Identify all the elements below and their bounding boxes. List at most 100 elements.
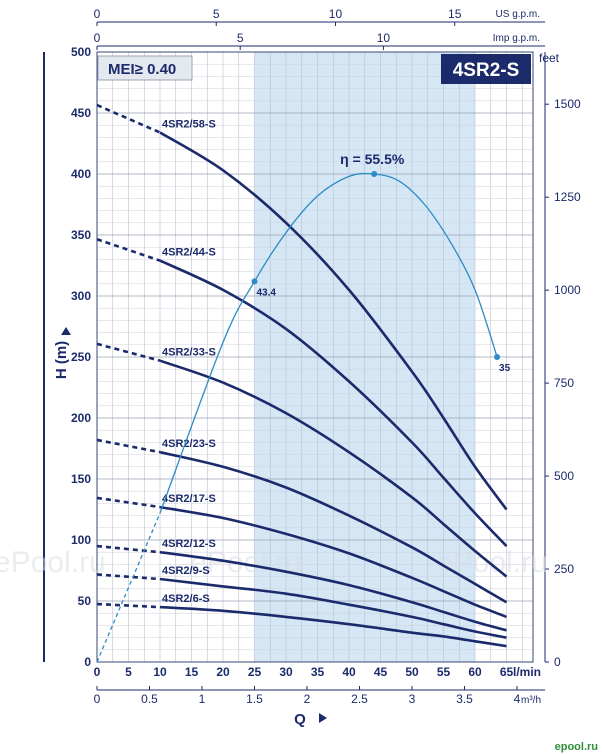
y-axis-arrow-icon: [61, 327, 71, 335]
curve-line: [159, 259, 508, 547]
watermark-1: ePool.ru: [0, 546, 106, 579]
efficiency-point: [371, 171, 378, 177]
curve-dashed-segment: [96, 342, 161, 362]
curve-dashed-segment: [96, 496, 161, 509]
plot-frame: [96, 51, 534, 663]
x-tick-label: 40: [342, 665, 356, 679]
right-tick-label: 1000: [554, 283, 581, 297]
y-tick-label: 0: [84, 655, 91, 669]
curve-line: [159, 505, 507, 619]
curve-dashed-segment: [96, 438, 161, 454]
y-tick-label: 400: [71, 167, 91, 181]
model-badge-box: [441, 54, 531, 84]
m3h-tick-label: 3.5: [456, 692, 473, 706]
efficiency-curve-group: 43.4 35 η = 55.5%: [96, 151, 511, 663]
curve-line: [159, 359, 508, 578]
m3h-tick-label: 0.5: [141, 692, 158, 706]
x-tick-label: 55: [437, 665, 451, 679]
curve-dashed-segment: [96, 238, 161, 262]
efficiency-point-label: 43.4: [257, 287, 277, 298]
y-tick-label: 50: [78, 594, 92, 608]
right-tick-label: 750: [554, 376, 574, 390]
pump-curve-4sr2-23-s: 4SR2/23-S: [96, 438, 508, 604]
right-tick-label: 500: [554, 469, 574, 483]
x-tick-label: 35: [311, 665, 325, 679]
model-badge: 4SR2-S: [453, 60, 520, 81]
efficiency-curve: [159, 172, 498, 514]
x-tick-label: 65: [500, 665, 514, 679]
curve-line: [159, 605, 507, 648]
top-axis-imp-ticks: 0 5 10: [94, 31, 390, 50]
y-tick-label: 100: [71, 533, 91, 547]
efficiency-dashed-segment: [96, 512, 161, 663]
pump-curves: 4SR2/58-S 4SR2/44-S 4SR2/33-S 4SR2/23-S 4SR2…: [96, 103, 508, 648]
curve-dashed-segment: [96, 544, 161, 554]
us-tick-label: 10: [329, 7, 343, 21]
curve-dashed-segment: [96, 602, 161, 609]
watermark-2: ePool.ru: [190, 546, 302, 579]
m3h-tick-label: 2: [304, 692, 311, 706]
x-axis-lmin-ticks: 0 5 10 15 20 25 30 35 40 45 50 55 60 65: [94, 665, 514, 679]
y-tick-label: 350: [71, 228, 91, 242]
right-axis-feet-ticks: 0 250 500 750 1000 1250 1500: [545, 97, 581, 669]
m3h-tick-label: 0: [94, 692, 101, 706]
x-tick-label: 20: [216, 665, 230, 679]
pump-curve-4sr2-6-s: 4SR2/6-S: [96, 593, 507, 648]
y-tick-label: 300: [71, 289, 91, 303]
top-axis-imp-unit: Imp g.p.m.: [493, 33, 540, 44]
y-tick-label: 500: [71, 45, 91, 59]
right-tick-label: 0: [554, 655, 561, 669]
top-axis-us-unit: US g.p.m.: [496, 9, 540, 20]
top-axis-us-ticks: 0 5 10 15: [94, 7, 462, 26]
pump-curve-4sr2-58-s: 4SR2/58-S: [96, 103, 508, 511]
pump-curve-4sr2-9-s: 4SR2/9-S: [96, 565, 507, 639]
curve-line: [159, 577, 507, 639]
imp-tick-label: 0: [94, 31, 101, 45]
right-tick-label: 1250: [554, 190, 581, 204]
curve-label: 4SR2/17-S: [162, 493, 216, 505]
efficiency-point: [251, 278, 258, 285]
us-tick-label: 0: [94, 7, 101, 21]
mei-badge-box: [97, 55, 193, 81]
right-tick-label: 1500: [554, 97, 581, 111]
m3h-tick-label: 1.5: [246, 692, 263, 706]
curve-label: 4SR2/12-S: [162, 538, 216, 550]
x-axis-title: Q: [294, 711, 306, 728]
curve-dashed-segment: [96, 573, 161, 581]
x-tick-label: 25: [248, 665, 262, 679]
x-axis-arrow-icon: [319, 713, 327, 723]
watermark-3: ePool.ru: [436, 546, 548, 579]
x-tick-label: 60: [468, 665, 482, 679]
x-tick-label: 30: [279, 665, 293, 679]
us-tick-label: 15: [448, 7, 462, 21]
y-axis-title: H (m): [53, 341, 70, 379]
curve-label: 4SR2/23-S: [162, 438, 216, 450]
m3h-tick-label: 2.5: [351, 692, 368, 706]
pump-curve-4sr2-44-s: 4SR2/44-S: [96, 238, 508, 547]
x-axis-m3h-ticks: 0 0.5 1 1.5 2 2.5 3 3.5 4: [94, 686, 521, 706]
x-tick-label: 10: [153, 665, 167, 679]
y-tick-label: 200: [71, 411, 91, 425]
efficiency-peak-label: η = 55.5%: [340, 151, 405, 167]
x-unit-lmin: l/min: [513, 665, 541, 679]
x-unit-m3h: m³/h: [521, 695, 541, 706]
curve-label: 4SR2/33-S: [162, 347, 216, 359]
pump-curve-4sr2-33-s: 4SR2/33-S: [96, 342, 508, 578]
curve-line: [159, 450, 508, 604]
x-tick-label: 50: [405, 665, 419, 679]
pump-curve-4sr2-12-s: 4SR2/12-S: [96, 538, 507, 632]
footer-logo: epool.ru: [555, 741, 598, 753]
curve-dashed-segment: [96, 103, 161, 134]
grid-lines: [96, 51, 533, 663]
us-tick-label: 5: [213, 7, 220, 21]
curve-line: [159, 550, 507, 632]
imp-tick-label: 5: [237, 31, 244, 45]
y-tick-label: 150: [71, 472, 91, 486]
curve-label: 4SR2/6-S: [162, 593, 210, 605]
m3h-tick-label: 1: [199, 692, 206, 706]
right-axis-unit: feet: [539, 51, 560, 65]
right-tick-label: 250: [554, 562, 574, 576]
curve-label: 4SR2/9-S: [162, 565, 210, 577]
x-tick-label: 45: [374, 665, 388, 679]
